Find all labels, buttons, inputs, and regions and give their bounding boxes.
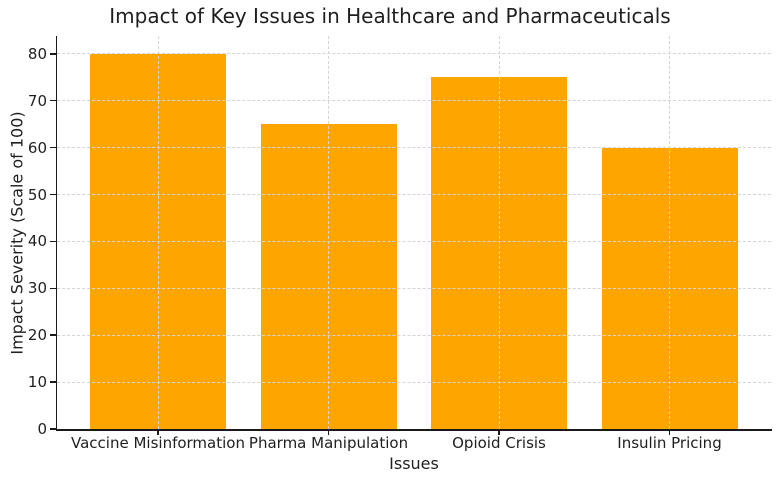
y-tick-label: 10 — [27, 373, 47, 392]
y-tick-label: 20 — [27, 326, 47, 345]
x-tick-mark — [668, 430, 671, 435]
y-tick-mark — [50, 428, 56, 430]
y-tick-label: 70 — [27, 91, 47, 110]
y-tick-mark — [50, 287, 56, 290]
y-tick-label: 30 — [27, 279, 47, 298]
x-tick-mark — [327, 430, 330, 435]
x-axis-label: Issues — [389, 454, 439, 473]
x-tick-label: Opioid Crisis — [452, 434, 546, 452]
x-tick-label: Vaccine Misinformation — [71, 434, 245, 452]
y-tick-label: 40 — [27, 232, 47, 251]
horizontal-gridline — [57, 381, 771, 383]
vertical-gridline — [157, 36, 159, 429]
plot-area — [57, 36, 771, 429]
chart-title: Impact of Key Issues in Healthcare and P… — [109, 4, 671, 28]
horizontal-gridline — [57, 287, 771, 289]
y-tick-mark — [50, 334, 56, 336]
horizontal-gridline — [57, 334, 771, 336]
y-tick-mark — [50, 240, 56, 243]
x-tick-mark — [498, 430, 500, 435]
horizontal-gridline — [57, 100, 771, 102]
x-tick-label: Insulin Pricing — [617, 434, 722, 452]
y-tick-mark — [50, 53, 56, 55]
y-tick-mark — [50, 99, 56, 102]
x-tick-mark — [157, 430, 159, 435]
y-tick-label: 50 — [27, 185, 47, 204]
vertical-gridline — [328, 36, 329, 429]
horizontal-gridline — [57, 240, 771, 242]
y-tick-label: 60 — [27, 138, 47, 157]
vertical-gridline — [669, 36, 670, 429]
y-tick-label: 0 — [37, 420, 47, 438]
x-tick-label: Pharma Manipulation — [248, 434, 409, 452]
horizontal-gridline — [57, 147, 771, 149]
y-tick-mark — [50, 193, 56, 196]
y-axis-spine — [55, 36, 57, 430]
x-axis-spine — [55, 429, 772, 431]
vertical-gridline — [498, 36, 500, 429]
y-tick-mark — [50, 381, 56, 383]
horizontal-gridline — [57, 194, 771, 195]
y-tick-mark — [50, 146, 56, 149]
y-tick-label: 80 — [27, 44, 47, 63]
horizontal-gridline — [57, 53, 771, 55]
